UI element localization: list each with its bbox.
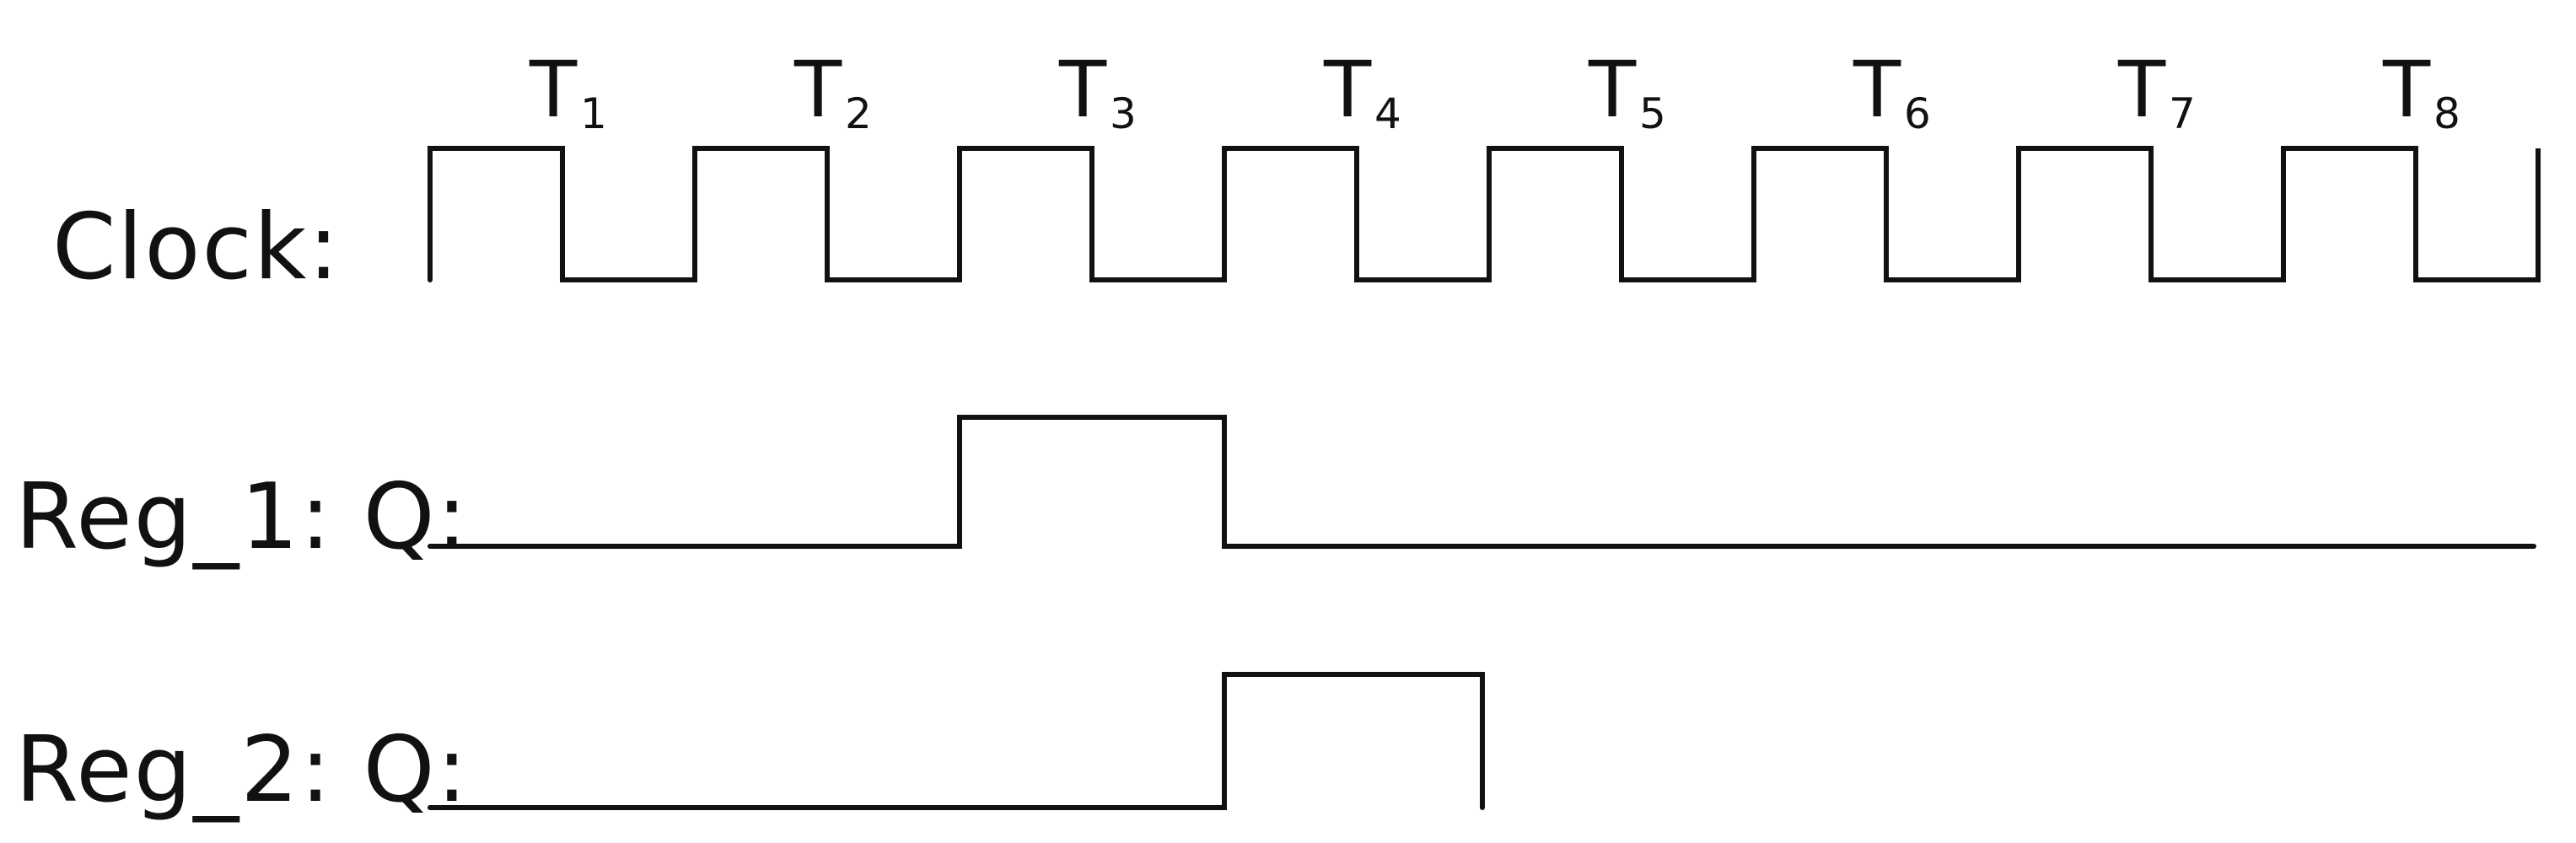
- time-label-t7-main: T: [2117, 45, 2166, 135]
- time-label-t8-main: T: [2382, 45, 2431, 135]
- time-label-t8-sub: 8: [2433, 89, 2460, 138]
- time-label-t1-main: T: [529, 45, 578, 135]
- time-label-t2-sub: 2: [845, 89, 872, 138]
- signal-labels: Clock: Reg_1: Q: Reg_2: Q:: [15, 195, 469, 823]
- time-labels: T 1 T 2 T 3 T 4 T 5 T 6 T 7 T 8: [529, 45, 2460, 138]
- time-label-t4-main: T: [1323, 45, 1372, 135]
- reg2-q-label: Reg_2: Q:: [15, 717, 469, 823]
- waveforms: [428, 146, 2541, 810]
- time-label-t1-sub: 1: [580, 89, 607, 138]
- clock-waveform: [428, 146, 2541, 282]
- clock-label: Clock:: [52, 195, 341, 300]
- time-label-t4-sub: 4: [1374, 89, 1401, 138]
- time-label-t5-sub: 5: [1639, 89, 1666, 138]
- time-label-t5-main: T: [1588, 45, 1637, 135]
- reg2-q-waveform: [428, 672, 1485, 810]
- time-label-t6-main: T: [1853, 45, 1901, 135]
- time-label-t7-sub: 7: [2169, 89, 2196, 138]
- time-label-t3-sub: 3: [1110, 89, 1137, 138]
- reg1-q-waveform: [428, 415, 2536, 549]
- time-label-t6-sub: 6: [1904, 89, 1931, 138]
- time-label-t3-main: T: [1058, 45, 1107, 135]
- reg1-q-label: Reg_1: Q:: [15, 464, 469, 570]
- time-label-t2-main: T: [793, 45, 842, 135]
